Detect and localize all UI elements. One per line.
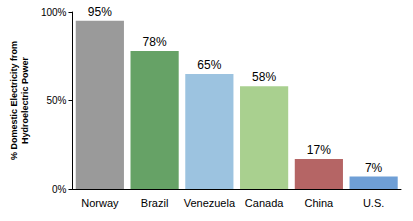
svg-text:0%: 0% [52, 184, 67, 195]
svg-text:China: China [304, 197, 334, 209]
svg-text:50%: 50% [46, 95, 66, 106]
svg-text:78%: 78% [143, 35, 167, 49]
svg-text:7%: 7% [365, 161, 383, 175]
svg-text:% Domestic Electricity from: % Domestic Electricity from [9, 41, 19, 160]
svg-text:Brazil: Brazil [141, 197, 169, 209]
svg-text:17%: 17% [307, 143, 331, 157]
svg-text:Canada: Canada [245, 197, 284, 209]
svg-text:58%: 58% [252, 70, 276, 84]
svg-text:Norway: Norway [81, 197, 119, 209]
svg-text:U.S.: U.S. [363, 197, 384, 209]
svg-text:Venezuela: Venezuela [184, 197, 236, 209]
svg-text:95%: 95% [88, 5, 112, 19]
svg-text:Hydroelectric Power: Hydroelectric Power [20, 56, 30, 144]
svg-text:100%: 100% [41, 7, 67, 18]
svg-text:65%: 65% [197, 58, 221, 72]
